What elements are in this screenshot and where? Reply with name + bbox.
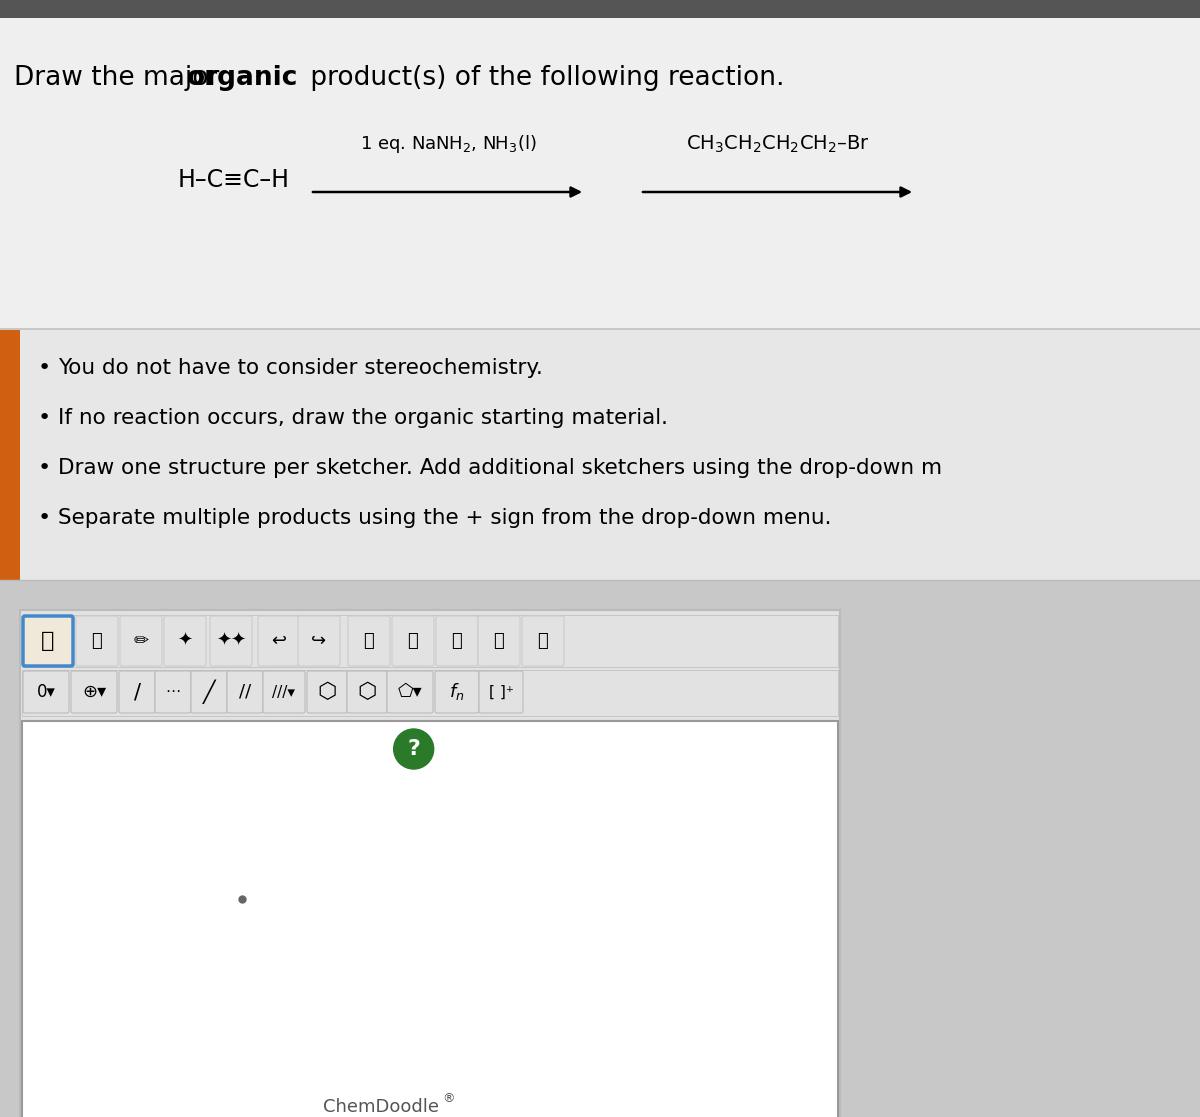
Bar	[22, 720, 838, 1117]
FancyBboxPatch shape	[386, 671, 433, 713]
Text: Separate multiple products using the + sign from the drop-down menu.: Separate multiple products using the + s…	[58, 508, 832, 528]
Text: /: /	[133, 682, 140, 701]
Bar	[20, 610, 840, 1117]
Text: 🔍: 🔍	[451, 632, 462, 650]
Bar	[0, 18, 1200, 328]
Bar	[0, 0, 1200, 18]
Text: 🔎: 🔎	[493, 632, 504, 650]
Text: H–C≡C–H: H–C≡C–H	[178, 168, 290, 192]
Text: ⋯: ⋯	[166, 685, 181, 699]
Text: ⬡: ⬡	[317, 682, 337, 701]
FancyBboxPatch shape	[522, 615, 564, 666]
FancyBboxPatch shape	[119, 671, 155, 713]
FancyBboxPatch shape	[298, 615, 340, 666]
Text: organic: organic	[187, 65, 299, 90]
Bar	[22, 670, 838, 716]
FancyBboxPatch shape	[347, 671, 386, 713]
Text: ⬠▾: ⬠▾	[397, 682, 422, 701]
Text: ✏: ✏	[133, 632, 149, 650]
Text: 1 eq. NaNH$_2$, NH$_3$(l): 1 eq. NaNH$_2$, NH$_3$(l)	[360, 133, 536, 155]
Text: product(s) of the following reaction.: product(s) of the following reaction.	[302, 65, 785, 90]
FancyBboxPatch shape	[120, 615, 162, 666]
Bar	[22, 615, 838, 667]
Text: 🖼: 🖼	[364, 632, 374, 650]
FancyBboxPatch shape	[23, 615, 73, 666]
Text: $f_n$: $f_n$	[449, 681, 464, 703]
Text: •: •	[38, 458, 52, 478]
FancyBboxPatch shape	[478, 615, 520, 666]
Text: Draw one structure per sketcher. Add additional sketchers using the drop-down m: Draw one structure per sketcher. Add add…	[58, 458, 942, 478]
Text: ⊕▾: ⊕▾	[82, 682, 106, 701]
Text: ®: ®	[442, 1092, 455, 1106]
Text: 🏛: 🏛	[91, 632, 102, 650]
FancyBboxPatch shape	[155, 671, 191, 713]
Bar	[0, 330, 1200, 580]
Text: ↪: ↪	[312, 632, 326, 650]
Text: If no reaction occurs, draw the organic starting material.: If no reaction occurs, draw the organic …	[58, 408, 668, 428]
Text: ✦✦: ✦✦	[216, 632, 246, 650]
Text: CH$_3$CH$_2$CH$_2$CH$_2$–Br: CH$_3$CH$_2$CH$_2$CH$_2$–Br	[686, 134, 870, 155]
Text: •: •	[38, 508, 52, 528]
Text: ↩: ↩	[271, 632, 287, 650]
Text: ///▾: ///▾	[272, 685, 295, 699]
Text: Draw the major: Draw the major	[14, 65, 228, 90]
Text: 🎨: 🎨	[538, 632, 548, 650]
FancyBboxPatch shape	[76, 615, 118, 666]
Text: ChemDoodle: ChemDoodle	[323, 1098, 439, 1116]
FancyBboxPatch shape	[210, 615, 252, 666]
FancyBboxPatch shape	[436, 671, 479, 713]
Text: 0▾: 0▾	[36, 682, 55, 701]
FancyBboxPatch shape	[348, 615, 390, 666]
Text: 📋: 📋	[408, 632, 419, 650]
Text: You do not have to consider stereochemistry.: You do not have to consider stereochemis…	[58, 359, 542, 378]
Circle shape	[394, 729, 433, 768]
FancyBboxPatch shape	[71, 671, 118, 713]
FancyBboxPatch shape	[392, 615, 434, 666]
Bar	[0, 330, 20, 580]
FancyBboxPatch shape	[307, 671, 347, 713]
FancyBboxPatch shape	[263, 671, 305, 713]
Text: ✋: ✋	[41, 631, 55, 651]
Text: ?: ?	[407, 739, 420, 758]
FancyBboxPatch shape	[23, 671, 70, 713]
Text: ╱: ╱	[203, 680, 215, 705]
Text: •: •	[38, 359, 52, 378]
FancyBboxPatch shape	[164, 615, 206, 666]
Text: ✦: ✦	[178, 632, 192, 650]
FancyBboxPatch shape	[479, 671, 523, 713]
Text: •: •	[38, 408, 52, 428]
FancyBboxPatch shape	[258, 615, 300, 666]
FancyBboxPatch shape	[436, 615, 478, 666]
FancyBboxPatch shape	[191, 671, 227, 713]
Text: [ ]⁺: [ ]⁺	[488, 685, 514, 699]
Text: ⬡: ⬡	[358, 682, 377, 701]
FancyBboxPatch shape	[227, 671, 263, 713]
Text: //: //	[239, 682, 251, 701]
